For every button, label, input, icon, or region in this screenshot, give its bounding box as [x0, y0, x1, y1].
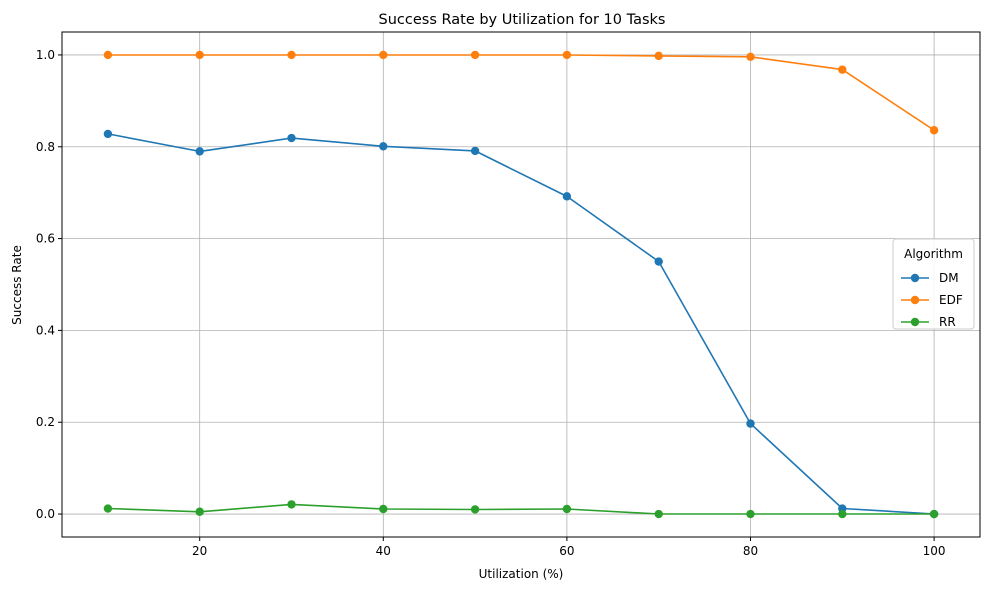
data-point-edf [287, 50, 296, 60]
series-line-rr [107, 503, 935, 515]
series-lines [103, 50, 939, 519]
data-point-edf [838, 65, 847, 74]
y-tick-label: 0.4 [36, 323, 55, 337]
series-line-dm [107, 133, 935, 515]
y-tick-label: 0.2 [36, 415, 55, 429]
y-tick-label: 0.0 [36, 507, 55, 521]
data-point-rr [746, 509, 755, 519]
data-point-edf [929, 126, 939, 135]
data-point-edf [746, 52, 755, 61]
data-point-rr [379, 504, 388, 514]
legend: Algorithm DM EDF RR [892, 238, 975, 330]
data-point-rr [654, 509, 663, 519]
data-point-dm [195, 147, 204, 156]
data-point-rr [929, 509, 939, 519]
data-point-rr [287, 500, 296, 509]
data-point-dm [103, 129, 113, 139]
data-point-dm [746, 419, 755, 428]
data-point-rr [195, 507, 204, 516]
x-tick-label: 60 [559, 544, 574, 558]
legend-label-rr: RR [939, 315, 956, 329]
x-tick-label: 80 [743, 544, 758, 558]
y-tick-label: 1.0 [36, 48, 55, 62]
data-point-dm [287, 133, 296, 143]
legend-box [892, 238, 975, 330]
data-point-dm [379, 142, 388, 151]
data-point-edf [654, 51, 663, 61]
series-line-edf [107, 54, 935, 131]
data-point-rr [103, 504, 113, 513]
data-point-dm [654, 257, 663, 266]
x-tick-label: 20 [192, 544, 207, 558]
legend-label-dm: DM [939, 271, 959, 285]
plot-area-frame [61, 31, 981, 538]
legend-marker-edf [910, 295, 920, 305]
legend-marker-rr [910, 317, 920, 327]
legend-label-edf: EDF [939, 293, 963, 307]
x-tick-label: 40 [376, 544, 391, 558]
y-axis: 0.0 0.2 0.4 0.6 0.8 1.0 [36, 48, 62, 521]
x-axis-label: Utilization (%) [479, 567, 564, 581]
legend-marker-dm [910, 273, 920, 283]
data-point-dm [562, 192, 572, 201]
data-point-rr [470, 505, 480, 514]
data-point-rr [838, 509, 847, 519]
x-tick-label: 100 [923, 544, 946, 558]
data-point-edf [470, 50, 480, 60]
y-tick-label: 0.8 [36, 140, 55, 154]
legend-title: Algorithm [904, 247, 963, 261]
y-tick-label: 0.6 [36, 232, 55, 246]
data-point-edf [103, 50, 113, 60]
data-point-rr [562, 504, 572, 514]
data-point-edf [195, 50, 204, 60]
y-axis-label: Success Rate [10, 245, 24, 325]
x-axis: 20 40 60 80 100 [192, 537, 946, 558]
data-point-edf [562, 50, 572, 60]
data-point-edf [379, 50, 388, 60]
chart-title: Success Rate by Utilization for 10 Tasks [379, 12, 666, 28]
data-point-dm [470, 146, 480, 156]
